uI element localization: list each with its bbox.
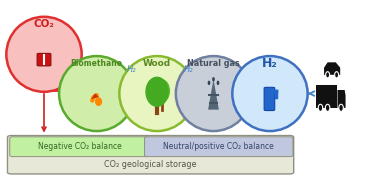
Ellipse shape [232, 56, 308, 131]
Ellipse shape [339, 104, 343, 111]
Polygon shape [208, 79, 219, 110]
Ellipse shape [325, 104, 330, 111]
Text: CO₂: CO₂ [34, 19, 54, 29]
Ellipse shape [119, 56, 195, 131]
Text: Biomethane: Biomethane [71, 59, 123, 68]
Polygon shape [324, 62, 340, 75]
Text: Negative CO₂ balance: Negative CO₂ balance [38, 142, 121, 151]
FancyBboxPatch shape [8, 136, 294, 174]
FancyBboxPatch shape [37, 53, 51, 66]
Ellipse shape [208, 81, 210, 85]
FancyArrowPatch shape [92, 95, 97, 101]
Ellipse shape [217, 81, 219, 85]
Polygon shape [316, 85, 338, 108]
Text: CO₂ geological storage: CO₂ geological storage [104, 160, 197, 169]
Polygon shape [91, 94, 99, 99]
Ellipse shape [318, 104, 323, 111]
Ellipse shape [95, 97, 102, 106]
Ellipse shape [335, 72, 339, 78]
Ellipse shape [176, 56, 251, 131]
Ellipse shape [6, 17, 82, 92]
Text: Neutral/positive CO₂ balance: Neutral/positive CO₂ balance [163, 142, 274, 151]
Text: H₂: H₂ [262, 57, 278, 70]
Ellipse shape [212, 77, 215, 82]
FancyBboxPatch shape [144, 137, 293, 157]
FancyBboxPatch shape [10, 137, 149, 157]
FancyBboxPatch shape [264, 87, 275, 111]
Text: Wood: Wood [143, 59, 171, 68]
Text: H₂: H₂ [184, 65, 194, 74]
Ellipse shape [145, 77, 169, 107]
Text: H₂: H₂ [127, 65, 136, 74]
Ellipse shape [154, 79, 170, 102]
Text: Natural gas: Natural gas [187, 59, 240, 68]
Polygon shape [338, 90, 345, 108]
Ellipse shape [326, 72, 330, 78]
Ellipse shape [59, 56, 135, 131]
